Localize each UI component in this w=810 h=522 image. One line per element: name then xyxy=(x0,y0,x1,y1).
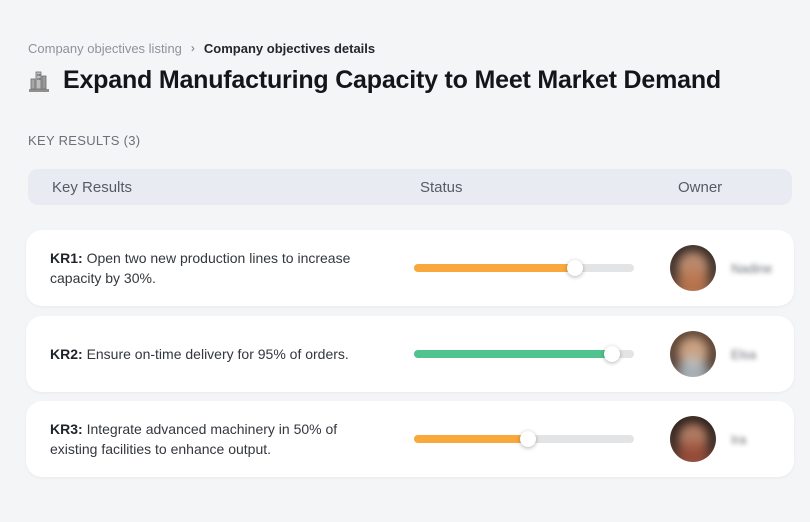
owner-name: Ira xyxy=(731,431,747,447)
progress-knob[interactable] xyxy=(520,431,537,447)
progress-knob[interactable] xyxy=(604,346,620,362)
kr-label: KR3: xyxy=(50,421,83,437)
owner-avatar xyxy=(670,245,716,291)
kr-text: KR2: Ensure on-time delivery for 95% of … xyxy=(50,344,412,364)
kr-description: Open two new production lines to increas… xyxy=(50,250,351,286)
kr-text: KR3: Integrate advanced machinery in 50%… xyxy=(50,419,412,459)
key-result-row-kr1[interactable]: KR1: Open two new production lines to in… xyxy=(26,230,794,306)
kr-description: Ensure on-time delivery for 95% of order… xyxy=(86,346,349,362)
kr-text: KR1: Open two new production lines to in… xyxy=(50,248,412,288)
key-result-row-kr2[interactable]: KR2: Ensure on-time delivery for 95% of … xyxy=(26,316,794,392)
breadcrumb-link-listing[interactable]: Company objectives listing xyxy=(28,41,182,56)
key-result-row-kr3[interactable]: KR3: Integrate advanced machinery in 50%… xyxy=(26,401,794,477)
key-results-section-label: KEY RESULTS (3) xyxy=(28,133,141,148)
progress-knob[interactable] xyxy=(566,260,583,276)
column-header-status: Status xyxy=(420,178,463,196)
owner-cell: Ira xyxy=(634,416,794,462)
table-header: Key Results Status Owner xyxy=(28,169,792,205)
chevron-right-icon: › xyxy=(190,40,195,55)
breadcrumb-current: Company objectives details xyxy=(203,41,376,56)
breadcrumb: Company objectives listing › Company obj… xyxy=(28,40,376,57)
owner-cell: Nadine xyxy=(634,245,794,291)
kr-description: Integrate advanced machinery in 50% of e… xyxy=(50,421,338,457)
owner-avatar xyxy=(670,331,716,377)
progress-fill xyxy=(414,260,583,276)
owner-name: Nadine xyxy=(731,260,773,276)
owner-avatar xyxy=(670,416,716,462)
kr-label: KR2: xyxy=(50,346,83,362)
progress-fill xyxy=(414,346,620,362)
buildings-icon xyxy=(29,71,49,92)
progress-slider[interactable] xyxy=(414,431,634,447)
owner-name: Elsa xyxy=(731,346,757,362)
progress-slider[interactable] xyxy=(414,260,634,276)
kr-label: KR1: xyxy=(50,250,83,266)
progress-slider[interactable] xyxy=(414,346,634,362)
column-header-owner: Owner xyxy=(678,178,723,196)
progress-fill xyxy=(414,431,537,447)
column-header-key-results: Key Results xyxy=(52,178,133,196)
owner-cell: Elsa xyxy=(634,331,794,377)
page-title: Expand Manufacturing Capacity to Meet Ma… xyxy=(63,66,721,94)
page: Company objectives listing › Company obj… xyxy=(26,0,794,522)
title-row: Expand Manufacturing Capacity to Meet Ma… xyxy=(28,66,721,95)
